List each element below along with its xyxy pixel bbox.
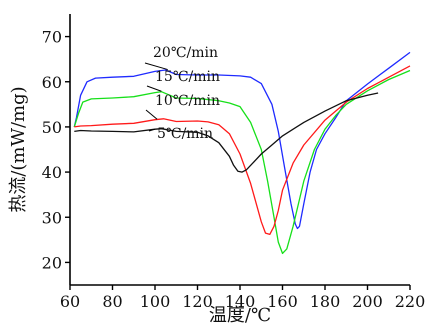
series-group [73, 51, 411, 255]
annotation-leader [146, 85, 162, 92]
annotation-label: 5℃/min [157, 126, 213, 142]
y-tick-label: 70 [42, 28, 62, 47]
x-tick-label: 100 [140, 292, 171, 311]
x-tick-label: 60 [60, 292, 80, 311]
x-tick-label: 160 [267, 292, 298, 311]
x-tick-label: 220 [395, 292, 426, 311]
annotation-label: 15℃/min [155, 69, 220, 85]
x-tick-label: 120 [182, 292, 213, 311]
y-tick-label: 30 [42, 208, 62, 227]
annotations-group: 20℃/min 15℃/min 10℃/min 5℃/min [144, 45, 220, 142]
annotation-leader [144, 62, 168, 71]
y-axis-title: 热流/(mW/mg) [8, 86, 29, 212]
y-tick-label: 60 [42, 73, 62, 92]
series-line-3 [74, 92, 379, 173]
x-tick-label: 180 [310, 292, 341, 311]
x-tick-label: 200 [352, 292, 383, 311]
annotation-leader [145, 109, 158, 120]
series-line-2 [74, 65, 411, 236]
x-tick-label: 140 [225, 292, 256, 311]
series-line-1 [73, 69, 411, 255]
annotation-label: 20℃/min [153, 45, 218, 61]
x-tick-label: 80 [102, 292, 122, 311]
annotation-leader [148, 128, 156, 132]
axes: 60 80 100 120 140 160 180 200 220 20 30 40 50 60 70 [42, 14, 426, 311]
y-tick-label: 50 [42, 118, 62, 137]
y-tick-label: 20 [42, 253, 62, 272]
y-tick-label: 40 [42, 163, 62, 182]
annotation-label: 10℃/min [155, 93, 220, 109]
x-axis-title: 温度/℃ [209, 305, 271, 326]
series-line-0 [73, 51, 411, 230]
